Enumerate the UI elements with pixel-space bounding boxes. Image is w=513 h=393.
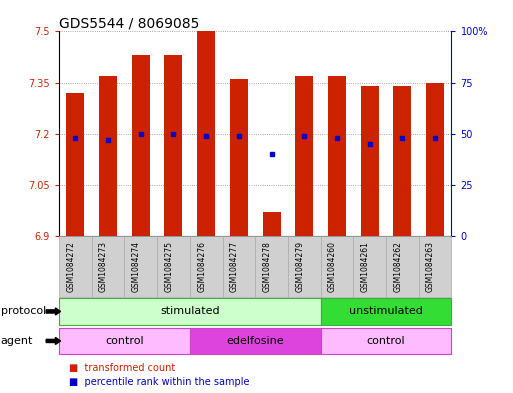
Bar — [295, 76, 313, 236]
Bar — [321, 236, 353, 297]
Text: edelfosine: edelfosine — [226, 336, 284, 346]
Bar — [59, 298, 321, 325]
Bar — [393, 86, 411, 236]
Text: GSM1084278: GSM1084278 — [263, 241, 271, 292]
Text: GDS5544 / 8069085: GDS5544 / 8069085 — [59, 16, 200, 30]
Bar — [321, 298, 451, 325]
Bar — [157, 236, 190, 297]
Text: control: control — [367, 336, 405, 346]
Bar — [190, 236, 223, 297]
Text: GSM1084276: GSM1084276 — [197, 241, 206, 292]
Bar — [59, 236, 92, 297]
Bar — [92, 236, 125, 297]
Bar — [419, 236, 451, 297]
Bar — [353, 236, 386, 297]
Bar — [124, 236, 157, 297]
Text: GSM1084260: GSM1084260 — [328, 241, 337, 292]
Text: protocol: protocol — [1, 307, 46, 316]
Bar — [321, 328, 451, 354]
Text: ■  percentile rank within the sample: ■ percentile rank within the sample — [69, 377, 250, 387]
Bar — [223, 236, 255, 297]
Bar — [426, 83, 444, 236]
Bar — [288, 236, 321, 297]
Text: GSM1084277: GSM1084277 — [230, 241, 239, 292]
Bar — [386, 236, 419, 297]
Text: GSM1084261: GSM1084261 — [361, 241, 370, 292]
Text: GSM1084279: GSM1084279 — [295, 241, 304, 292]
Text: control: control — [105, 336, 144, 346]
Bar — [328, 76, 346, 236]
Bar — [255, 236, 288, 297]
Bar — [165, 55, 183, 236]
Bar — [99, 76, 117, 236]
Text: ■  transformed count: ■ transformed count — [69, 364, 175, 373]
Text: agent: agent — [1, 336, 33, 346]
Text: GSM1084274: GSM1084274 — [132, 241, 141, 292]
Text: unstimulated: unstimulated — [349, 307, 423, 316]
Text: GSM1084262: GSM1084262 — [393, 241, 402, 292]
Bar — [59, 328, 190, 354]
Text: GSM1084275: GSM1084275 — [165, 241, 173, 292]
Bar — [132, 55, 150, 236]
Bar — [66, 93, 84, 236]
Bar — [361, 86, 379, 236]
Bar — [197, 31, 215, 236]
Bar — [190, 328, 321, 354]
Text: stimulated: stimulated — [160, 307, 220, 316]
Text: GSM1084263: GSM1084263 — [426, 241, 435, 292]
Text: GSM1084272: GSM1084272 — [66, 241, 75, 292]
Bar — [263, 212, 281, 236]
Text: GSM1084273: GSM1084273 — [99, 241, 108, 292]
Bar — [230, 79, 248, 236]
